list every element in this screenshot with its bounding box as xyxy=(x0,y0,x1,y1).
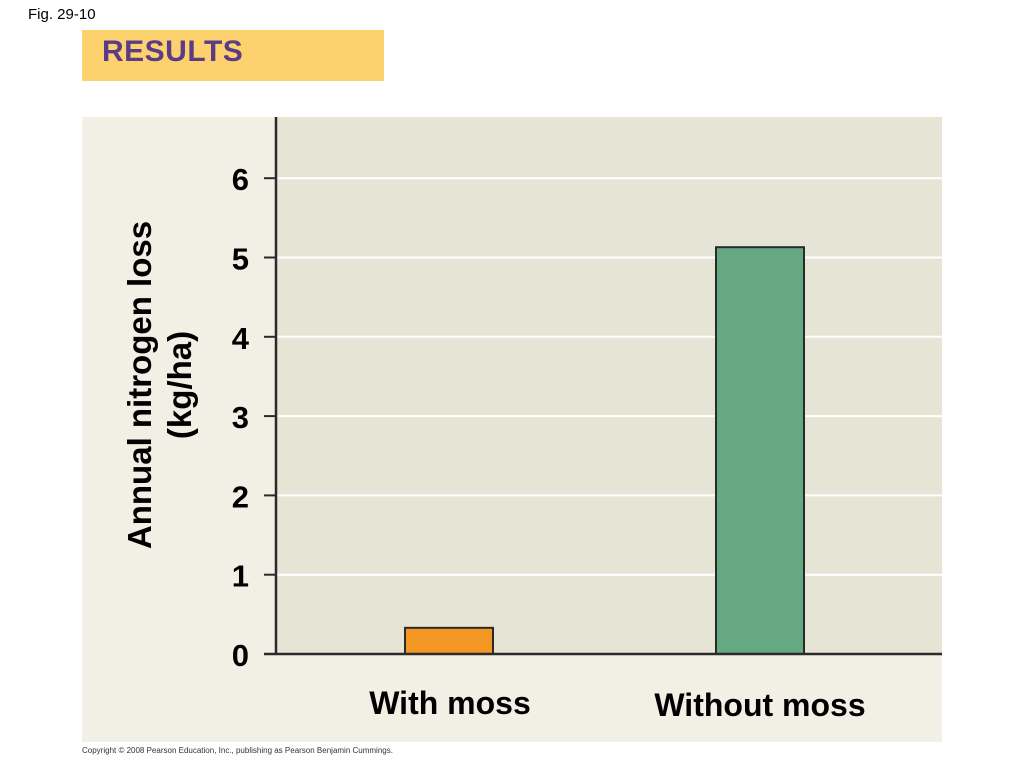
copyright-notice: Copyright © 2008 Pearson Education, Inc.… xyxy=(82,746,393,755)
plot-area xyxy=(276,117,942,654)
y-tick-label-3: 3 xyxy=(232,400,249,435)
x-category-label-with-moss: With moss xyxy=(369,685,531,721)
y-tick-label-6: 6 xyxy=(232,162,249,197)
figure-label: Fig. 29-10 xyxy=(28,6,96,23)
y-axis-label-line-2: (kg/ha) xyxy=(161,330,198,440)
y-axis-label-line-1: Annual nitrogen loss xyxy=(121,220,158,550)
results-banner: RESULTS xyxy=(82,30,384,81)
y-tick-label-0: 0 xyxy=(232,638,249,673)
y-tick-label-5: 5 xyxy=(232,242,249,277)
y-tick-label-4: 4 xyxy=(232,321,250,356)
y-tick-label-1: 1 xyxy=(232,559,249,594)
bar-with-moss xyxy=(404,626,494,655)
bar-without-moss xyxy=(715,246,805,655)
x-category-label-without-moss: Without moss xyxy=(654,687,865,723)
y-tick-label-2: 2 xyxy=(232,479,249,514)
results-heading: RESULTS xyxy=(102,35,244,68)
